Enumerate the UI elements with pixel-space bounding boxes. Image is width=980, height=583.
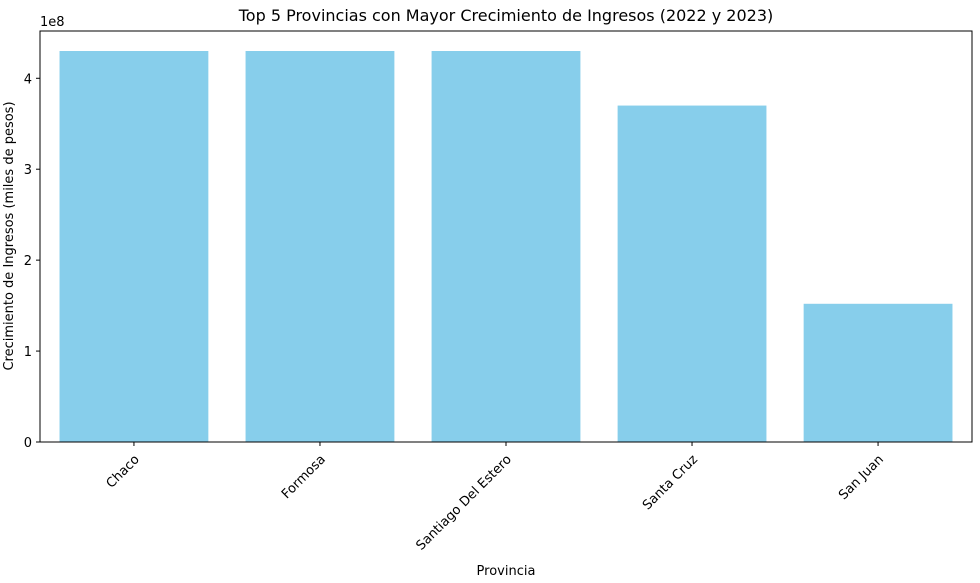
x-tick-label: Formosa [279, 452, 329, 502]
y-axis-label: Crecimiento de Ingresos (miles de pesos) [2, 101, 17, 370]
x-tick-label: San Juan [836, 452, 887, 503]
bar [431, 51, 581, 442]
y-tick-label: 4 [24, 72, 32, 87]
x-tick-label: Santa Cruz [640, 452, 701, 513]
bar [245, 51, 395, 442]
y-axis-offset-label: 1e8 [40, 15, 65, 30]
y-tick-label: 2 [24, 254, 32, 269]
x-axis-label: Provincia [477, 564, 536, 579]
bars-group [59, 51, 953, 442]
x-tick-label: Chaco [104, 452, 143, 491]
plot-frame [39, 30, 973, 443]
chart-title: Top 5 Provincias con Mayor Crecimiento d… [238, 6, 774, 25]
bar [59, 51, 209, 442]
bar [803, 303, 953, 442]
bar [617, 105, 767, 442]
x-tick-label: Santiago Del Estero [413, 452, 514, 553]
y-tick-label: 0 [24, 436, 32, 451]
y-tick-label: 1 [24, 345, 32, 360]
y-tick-label: 3 [24, 163, 32, 178]
